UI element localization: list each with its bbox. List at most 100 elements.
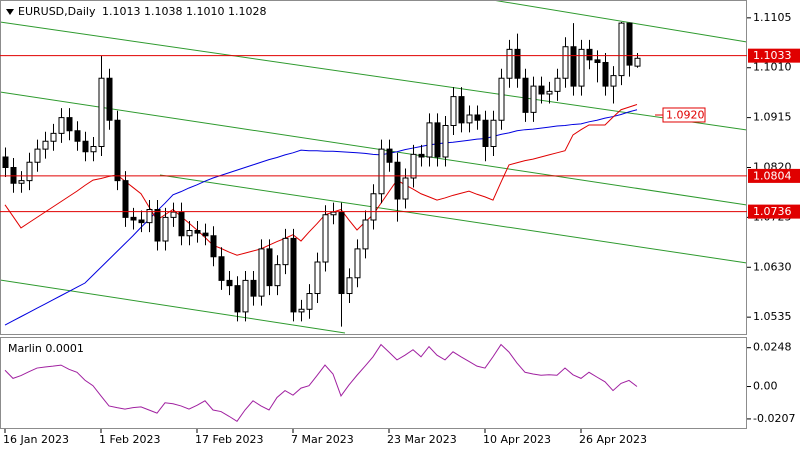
y-tick-label: 0.00 [753, 380, 778, 393]
y-tick-label: 1.1010 [753, 61, 792, 74]
candle-body [274, 264, 281, 287]
candle-body [50, 132, 57, 142]
candle-body [586, 48, 593, 61]
channel-lines [0, 0, 748, 334]
candle-body [418, 153, 425, 158]
ohlc-values: 1.1013 1.1038 1.1010 1.1028 [102, 5, 266, 18]
candle-body [514, 48, 521, 79]
candle-body [370, 193, 377, 221]
y-tick-label: 1.0630 [753, 260, 792, 273]
candle-body [258, 248, 265, 297]
candle-body [186, 230, 193, 237]
candle-body [98, 77, 105, 147]
candle-body [506, 48, 513, 79]
candle-body [594, 59, 601, 63]
candle-body [546, 90, 553, 95]
candle-body [130, 216, 137, 221]
channel-line [0, 91, 748, 206]
candle-body [354, 248, 361, 279]
candle-body [226, 279, 233, 287]
candle-body [26, 161, 33, 182]
candle-body [498, 77, 505, 121]
candle-body [442, 124, 449, 158]
candle-body [210, 235, 217, 258]
y-tick-label: 0.0248 [753, 341, 792, 354]
candle-body [42, 140, 49, 150]
y-tick-label: 1.1105 [753, 11, 792, 24]
x-tick-label: 10 Apr 2023 [483, 433, 551, 446]
candle-body [426, 122, 433, 158]
candle-body [10, 167, 17, 184]
channel-line [159, 174, 748, 264]
candle-body [114, 119, 121, 182]
candle-body [522, 77, 529, 113]
candle-body [90, 145, 97, 153]
symbol-title: EURUSD,Daily [18, 5, 96, 18]
candle-body [266, 248, 273, 287]
candle-body [482, 119, 489, 147]
candle-body [34, 148, 41, 163]
candle-body [2, 156, 9, 168]
candle-body [106, 77, 113, 121]
level-tag [748, 168, 800, 183]
x-tick-label: 1 Feb 2023 [99, 433, 160, 446]
candle-body [18, 180, 25, 184]
candle-body [74, 130, 81, 142]
candle-body [58, 117, 65, 134]
candle-body [146, 209, 153, 224]
candle-body [170, 211, 177, 218]
level-tag [748, 48, 800, 63]
candle-body [394, 161, 401, 200]
candle-body [538, 85, 545, 95]
y-tick-label: -0.0207 [753, 412, 795, 425]
candle-body [434, 122, 441, 158]
candle-body [282, 237, 289, 266]
candle-body [122, 180, 129, 218]
x-tick-label: 23 Mar 2023 [387, 433, 457, 446]
main-frame [0, 0, 747, 335]
candle-body [466, 114, 473, 124]
candle-body [330, 211, 337, 216]
candle-body [410, 153, 417, 179]
candle-body [162, 216, 169, 242]
level-label: 1.0736 [753, 205, 792, 218]
candle-body [314, 261, 321, 295]
candle-body [474, 114, 481, 121]
candle-body [338, 211, 345, 295]
candle-body [634, 57, 641, 67]
candle-body [346, 277, 353, 295]
menu-arrow[interactable] [6, 9, 14, 15]
candle-body [234, 285, 241, 313]
candle-body [362, 219, 369, 250]
y-tick-label: 1.0535 [753, 310, 792, 323]
candle-body [386, 148, 393, 163]
x-tick-label: 26 Apr 2023 [579, 433, 647, 446]
indicator-frame [0, 337, 747, 429]
channel-line [0, 21, 748, 131]
x-tick-label: 16 Jan 2023 [3, 433, 69, 446]
candle-body [178, 211, 185, 237]
level-box [662, 107, 706, 123]
candle-body [218, 256, 225, 281]
candle-body [322, 214, 329, 263]
level-tag [748, 204, 800, 219]
candle-body [402, 177, 409, 200]
channel-line [0, 279, 346, 334]
candle-body [82, 140, 89, 153]
candle-body [154, 209, 161, 242]
candle-body [138, 219, 145, 224]
channel-line [489, 0, 748, 43]
candle-body [578, 48, 585, 87]
candle-body [290, 237, 297, 313]
candle-body [530, 85, 537, 113]
candle-body [298, 308, 305, 313]
candle-body [626, 22, 633, 66]
candle-body [250, 279, 257, 297]
candle-body [66, 117, 73, 132]
candle-body [378, 148, 385, 195]
line-series [4, 109, 638, 326]
candle-body [562, 46, 569, 79]
candle-body [618, 22, 625, 77]
candle-body [570, 46, 577, 87]
